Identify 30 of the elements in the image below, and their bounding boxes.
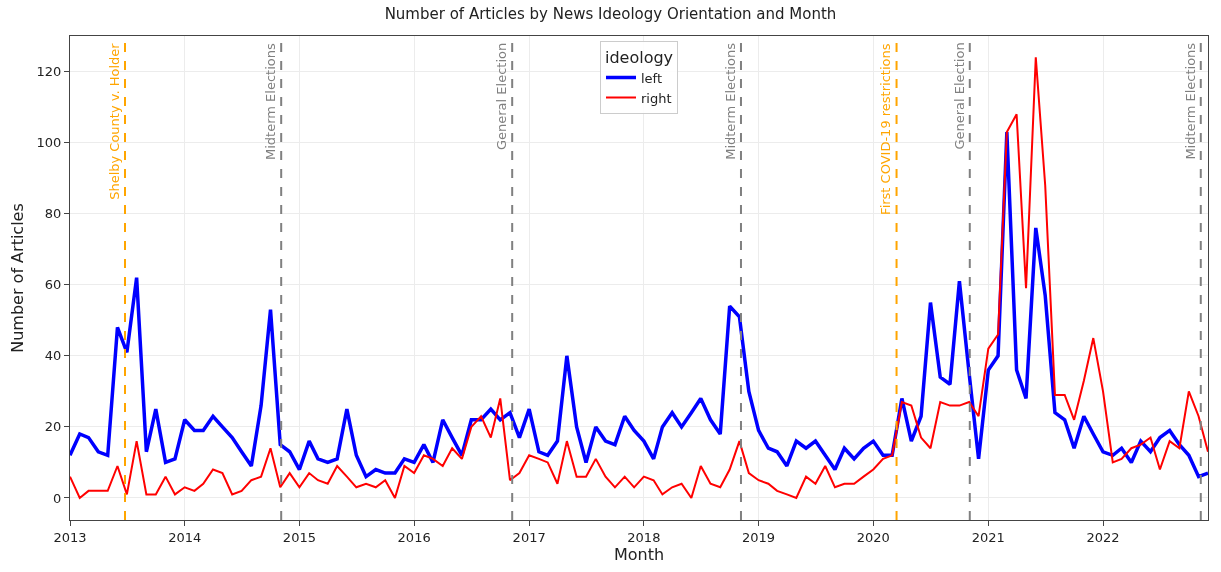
x-tick-label: 2017 [512,529,546,545]
ref-line-label: Midterm Elections [263,43,279,161]
y-tick-label: 40 [44,348,62,364]
ref-line-label: First COVID-19 restrictions [878,43,894,215]
x-tick-label: 2020 [856,529,890,545]
ref-line-label: Shelby County v. Holder [107,42,123,200]
x-tick-label: 2016 [397,529,431,545]
ref-line-label: General Election [494,42,510,151]
legend-label: right [641,90,672,106]
chart-title: Number of Articles by News Ideology Orientation and Month [384,5,837,24]
ref-line-label: General Election [951,42,967,150]
y-tick-label: 100 [36,135,62,151]
x-tick-label: 2015 [282,529,316,545]
legend-title: ideology [604,47,674,67]
x-axis-title: Month [613,544,665,564]
y-tick-label: 80 [44,206,62,222]
x-tick-label: 2018 [627,529,661,545]
ref-line-label: Midterm Elections [723,42,739,160]
x-tick-label: 2013 [53,529,87,545]
x-tick-label: 2019 [742,529,776,545]
y-tick-label: 120 [36,64,62,80]
y-tick-label: 20 [44,419,62,435]
y-tick-label: 0 [53,490,62,506]
y-tick-label: 60 [44,277,62,293]
ref-line-label: Midterm Elections [1182,42,1198,160]
x-tick-label: 2022 [1086,529,1120,545]
x-tick-label: 2014 [168,529,202,545]
legend-label: left [641,70,663,86]
x-tick-label: 2021 [971,529,1005,545]
y-axis-title: Number of Articles [8,203,28,353]
